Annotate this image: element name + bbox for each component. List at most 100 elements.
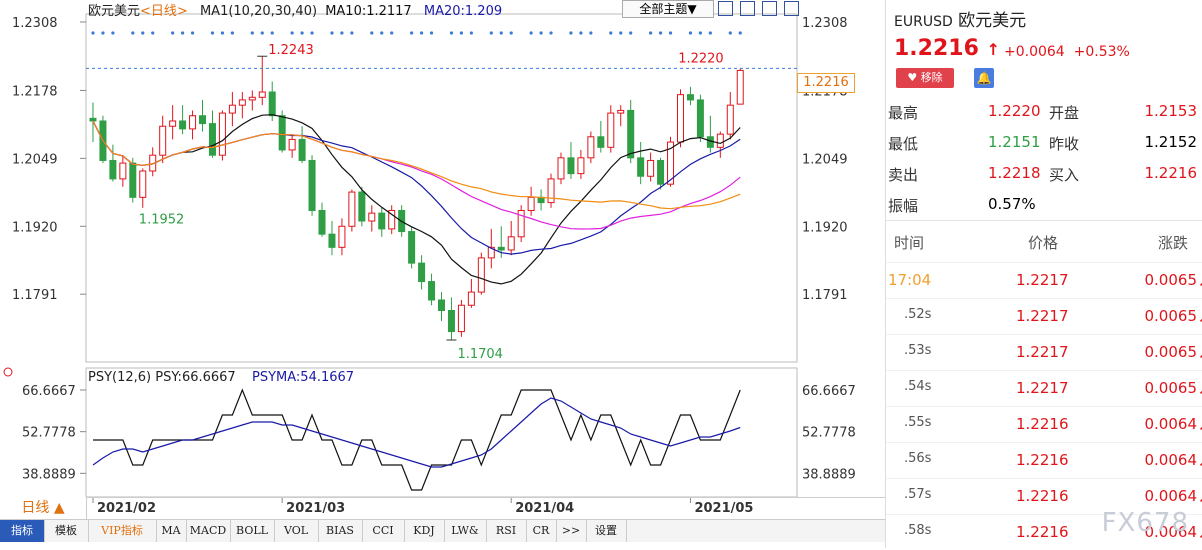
signal-dot (649, 31, 653, 35)
tick-change: 0.0065 ↑ (1145, 271, 1202, 297)
layout-icon[interactable] (784, 1, 800, 16)
stat-value: 1.2216 (1144, 164, 1198, 182)
signal-dot (688, 31, 693, 35)
signal-dot (340, 31, 344, 35)
layout-icon[interactable] (762, 1, 778, 16)
stats-divider (886, 220, 1202, 221)
date-tick-label: 2021/02 (97, 501, 156, 516)
up-arrow-icon: ↑ (1197, 387, 1202, 405)
signal-dot (370, 31, 374, 35)
instrument-name: 欧元美元 (88, 4, 141, 19)
toolbar-item-6[interactable]: VOL (274, 520, 319, 542)
tick-change: 0.0064 ↑ (1145, 523, 1202, 549)
candle-down (328, 233, 336, 248)
candle-up (228, 104, 236, 114)
candle-down (378, 212, 386, 230)
quote-price-wrap: 1.2216 ↑ (894, 36, 1000, 61)
tick-time: .55s (904, 415, 932, 430)
candle-down (696, 99, 704, 138)
ma10-line (92, 114, 741, 285)
stat-label: 昨收 (1049, 135, 1080, 153)
layout-icons[interactable] (718, 1, 800, 20)
candle-up (736, 69, 744, 105)
tick-change: 0.0065 ↑ (1145, 343, 1202, 369)
main-frame (85, 13, 798, 363)
signal-dot (220, 31, 225, 35)
signal-dot (250, 31, 254, 35)
quote-title: EURUSD 欧元美元 (894, 6, 1026, 31)
signal-dot (449, 31, 454, 35)
signal-dot (419, 31, 424, 35)
theme-button[interactable]: 全部主题▼ (622, 0, 714, 18)
signal-dot (141, 31, 145, 35)
signal-dot (619, 31, 623, 35)
candle-down (637, 157, 645, 177)
candle-up (119, 162, 127, 180)
toolbar-item-10[interactable]: LW& (444, 520, 487, 542)
signal-dot (529, 31, 533, 35)
tick-row: .56s 1.2216 0.0064 ↑ (886, 442, 1202, 478)
candle-up (507, 236, 515, 251)
toolbar-item-14[interactable]: 设置 (586, 520, 627, 542)
tick-row: .53s 1.2217 0.0065 ↑ (886, 334, 1202, 370)
stat-label: 振幅 (888, 197, 919, 215)
stat-row: 最高 1.2220 开盘 1.2153 (886, 96, 1202, 127)
remove-watchlist-button[interactable]: ♥ 移除 (896, 68, 954, 88)
watermark: FX678 (1101, 508, 1189, 538)
tick-price: 1.2217 (1016, 379, 1069, 397)
tick-change: 0.0065 ↑ (1145, 379, 1202, 405)
quote-symbol: EURUSD (894, 14, 953, 30)
signal-dot (509, 31, 513, 35)
period-selector[interactable]: 日线 ▲ (0, 497, 87, 519)
up-arrow-icon: ↑ (1197, 531, 1202, 549)
toolbar-item-8[interactable]: CCI (362, 520, 405, 542)
tick-time: 17:04 (888, 271, 932, 289)
candle-up (348, 191, 356, 227)
signal-dot (589, 31, 593, 35)
candle-down (89, 117, 97, 122)
candle-down (447, 310, 455, 333)
signal-dot (539, 31, 543, 35)
tick-list: 时间 价格 涨跌 17:04 1.2217 0.0065 ↑ .52s 1.2217 0.… (886, 230, 1202, 550)
toolbar-item-11[interactable]: RSI (486, 520, 527, 542)
signal-dot (469, 31, 473, 35)
toolbar-item-3[interactable]: MA (156, 520, 187, 542)
signal-dot (499, 31, 503, 35)
toolbar-item-2[interactable]: VIP指标 (88, 520, 157, 542)
alert-button[interactable]: 🔔 (974, 68, 994, 88)
candle-up (189, 115, 197, 130)
candle-down (318, 209, 326, 235)
up-arrow-icon: ↑ (1197, 459, 1202, 477)
candle-down (428, 281, 436, 301)
settings-sun-icon (3, 367, 13, 377)
signal-dot (260, 31, 264, 35)
toolbar-item-1[interactable]: 模板 (44, 520, 89, 542)
chart-area[interactable]: 1.23081.23081.21781.21781.20491.20491.19… (0, 0, 885, 548)
tick-price: 1.2217 (1016, 271, 1069, 289)
grid-icon[interactable] (740, 1, 756, 16)
remove-label: 移除 (920, 71, 943, 84)
signal-dot (390, 31, 394, 35)
toolbar-item-9[interactable]: KDJ (404, 520, 445, 542)
candle-up (607, 112, 615, 148)
toolbar-item-5[interactable]: BOLL (230, 520, 275, 542)
period-link[interactable]: <日线> (140, 4, 188, 19)
tick-price: 1.2217 (1016, 343, 1069, 361)
chart-canvas[interactable]: 1.23081.23081.21781.21781.20491.20491.19… (0, 0, 885, 548)
tick-change: 0.0064 ↑ (1145, 415, 1202, 441)
toolbar-item-12[interactable]: CR (526, 520, 557, 542)
signal-dot (549, 31, 553, 35)
toolbar-item-4[interactable]: MACD (186, 520, 231, 542)
heart-icon: ♥ (907, 71, 918, 84)
toolbar-item-0[interactable]: 指标 (0, 520, 45, 542)
candle-down (268, 91, 276, 117)
tick-time: .57s (904, 487, 932, 502)
price-tick-label-left: 1.1920 (12, 220, 58, 235)
signal-dot (91, 31, 95, 35)
tick-change: 0.0064 ↑ (1145, 451, 1202, 477)
grid-icon[interactable] (718, 1, 733, 16)
toolbar-item-13[interactable]: >> (556, 520, 587, 542)
tick-row: .54s 1.2217 0.0065 ↑ (886, 370, 1202, 406)
candle-up (467, 291, 475, 306)
toolbar-item-7[interactable]: BIAS (318, 520, 363, 542)
